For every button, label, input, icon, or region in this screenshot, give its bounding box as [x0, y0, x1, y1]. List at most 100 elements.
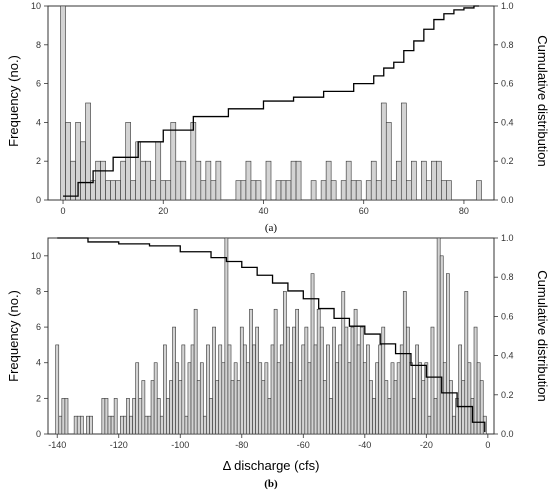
- panel-label-a: (a): [265, 222, 278, 234]
- b-x-tick-label: 0: [485, 440, 490, 450]
- b-x-tick-label: -80: [235, 440, 248, 450]
- b-bar: [55, 344, 60, 435]
- b-bar: [206, 344, 210, 435]
- a-bar: [165, 180, 172, 201]
- b-bar: [255, 326, 259, 435]
- b-bar: [156, 398, 161, 435]
- a-bar: [290, 160, 297, 201]
- b-bar: [246, 362, 250, 435]
- b-bar: [270, 344, 275, 435]
- b-bar: [273, 308, 278, 435]
- a-bar: [245, 160, 252, 201]
- a-y-tick-label: 10: [31, 1, 41, 11]
- b-bar: [452, 415, 456, 435]
- b-bar: [387, 398, 392, 435]
- a-bar: [60, 5, 66, 201]
- a-bar: [370, 160, 377, 201]
- a-bar: [180, 160, 187, 201]
- a-bar: [200, 180, 207, 201]
- b-bar: [249, 308, 253, 435]
- b-bar: [221, 362, 226, 435]
- b-bar: [461, 380, 466, 435]
- a-bar: [195, 160, 202, 201]
- a-bar: [310, 180, 317, 201]
- b-bar: [298, 380, 303, 435]
- chart-panel-a: 0 20 40 60 80 0 2 4 6 8 10 0.0 0.2 0.4 0.6 0.8 1.0 Frequ…: [6, 1, 550, 234]
- b-bar: [341, 291, 346, 435]
- a-bar: [275, 180, 282, 201]
- b-bar: [378, 344, 383, 435]
- a-y-tick-label: 4: [36, 117, 41, 127]
- b-bar: [418, 362, 423, 435]
- b-bar: [80, 415, 84, 435]
- b-bar: [464, 291, 469, 435]
- b-bar: [123, 415, 127, 435]
- b-bar: [409, 362, 413, 435]
- bar-series-a: [60, 5, 482, 201]
- b-y2-tick-label: 0.4: [501, 351, 514, 361]
- cumulative-line-b: [57, 237, 486, 433]
- b-bar: [178, 380, 183, 435]
- b-bar: [369, 380, 373, 435]
- a-bar: [90, 180, 96, 201]
- b-bar: [322, 380, 327, 435]
- b-bar: [175, 362, 180, 435]
- b-bar: [319, 326, 324, 435]
- a-bar: [65, 122, 71, 201]
- a-bar: [365, 180, 372, 201]
- b-bar: [390, 362, 395, 435]
- b-bar: [362, 362, 367, 435]
- a-bar: [150, 180, 157, 201]
- b-x-tick-label: -20: [420, 440, 433, 450]
- a-bar: [145, 160, 152, 201]
- b-bar: [150, 380, 155, 435]
- a-bar: [120, 160, 126, 201]
- b-x-tick-label: -100: [171, 440, 189, 450]
- b-bar: [73, 415, 78, 435]
- b-bar: [144, 415, 149, 435]
- a-x-tick-label: 60: [359, 206, 369, 216]
- b-bar: [107, 415, 112, 435]
- b-bar: [289, 362, 293, 435]
- b-bar: [396, 362, 401, 435]
- b-bar: [329, 398, 333, 435]
- b-y-tick-label: 8: [36, 286, 41, 296]
- a-x-tick-label: 20: [158, 206, 168, 216]
- b-bar: [110, 415, 115, 435]
- a-bar: [105, 180, 111, 201]
- b-bar: [101, 398, 106, 435]
- a-bar: [255, 180, 262, 201]
- b-bar: [119, 415, 124, 435]
- a-bar: [265, 160, 272, 201]
- b-y2-tick-label: 0.6: [501, 311, 514, 321]
- a-bar: [85, 102, 91, 201]
- b-y2-tick-label: 1.0: [501, 233, 514, 243]
- a-y2-tick-label: 0.6: [501, 79, 514, 89]
- b-bar: [141, 380, 146, 435]
- a-bar: [380, 102, 387, 201]
- b-bar: [479, 380, 484, 435]
- b-bar: [218, 344, 223, 435]
- b-y-tick-label: 0: [36, 429, 41, 439]
- a-bar: [215, 160, 222, 201]
- b-bar: [184, 415, 189, 435]
- a-y2-tick-label: 1.0: [501, 1, 514, 11]
- b-y2-tick-label: 0.8: [501, 272, 514, 282]
- a-bar: [375, 180, 382, 201]
- b-bar: [58, 415, 63, 435]
- b-bar: [203, 415, 207, 435]
- b-bar: [193, 308, 198, 435]
- a-bar: [80, 141, 86, 201]
- a-bar: [325, 160, 332, 201]
- b-y-tick-label: 4: [36, 358, 41, 368]
- b-bar: [258, 362, 263, 435]
- a-y2-tick-label: 0.2: [501, 156, 514, 166]
- a-bar: [210, 180, 217, 201]
- a-bar: [125, 122, 131, 201]
- b-bar: [304, 326, 309, 435]
- b-x-tick-label: -120: [110, 440, 128, 450]
- b-bar: [406, 326, 410, 435]
- axes-a: 0 20 40 60 80 0 2 4 6 8 10 0.0 0.2 0.4 0.6 0.8 1.0: [31, 1, 514, 216]
- b-bar: [295, 308, 299, 435]
